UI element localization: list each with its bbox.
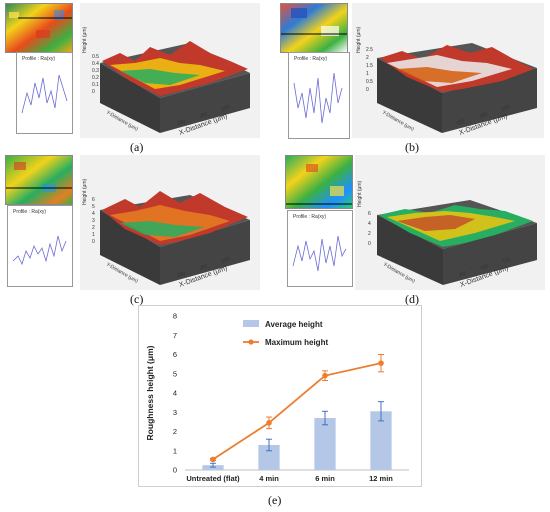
y-tick-label: 8 — [173, 312, 177, 321]
z-tick: 0 — [368, 241, 371, 247]
z-tick: 6 — [368, 211, 371, 217]
line-point — [378, 360, 384, 366]
z-tick: 1 — [92, 232, 95, 238]
3d-surface-plot: Height (μm) 6 4 2 0 350 250 150 X-Distan… — [355, 155, 545, 290]
y-tick-label: 4 — [173, 389, 177, 398]
x-tick: 150 — [501, 104, 511, 113]
line-point — [266, 420, 272, 426]
panel-label: (a) — [130, 140, 144, 154]
z-tick: 0 — [92, 89, 95, 95]
z-tick: 2.5 — [366, 47, 373, 53]
y-tick-label: 3 — [173, 408, 177, 417]
panel-label: (e) — [268, 493, 282, 507]
x-tick-label: 4 min — [259, 474, 279, 483]
x-tick: 250 — [199, 111, 209, 120]
z-tick: 4 — [368, 221, 371, 227]
z-tick: 2 — [366, 55, 369, 61]
panel-label: (b) — [405, 140, 419, 154]
y-tick-label: 1 — [173, 446, 177, 455]
line-maximum-height — [212, 362, 382, 461]
y-tick-label: 6 — [173, 350, 177, 359]
x-tick: 150 — [221, 256, 231, 265]
roughness-chart: 0 1 2 3 4 5 6 7 8 Roughness height (μm) Untreated … — [145, 312, 409, 483]
z-tick: 4 — [92, 211, 95, 217]
profile-title: Profile : Ra(xy) — [294, 56, 327, 62]
panel-label: (c) — [130, 292, 144, 306]
x-tick: 350 — [458, 270, 468, 279]
z-tick: 0.3 — [92, 68, 99, 74]
height-map-thumbnail — [280, 3, 348, 53]
z-tick: 0.5 — [92, 54, 99, 60]
z-tick: 1 — [366, 71, 369, 77]
z-tick: 0 — [366, 87, 369, 93]
z-tick: 0.4 — [92, 61, 99, 67]
legend-swatch-maximum-marker — [248, 339, 254, 345]
z-tick: 0.1 — [92, 82, 99, 88]
x-tick: 250 — [199, 263, 209, 272]
z-tick: 5 — [92, 204, 95, 210]
bar-average-height — [370, 411, 392, 470]
z-tick: 0.5 — [366, 79, 373, 85]
x-tick-label: Untreated (flat) — [186, 474, 240, 483]
z-axis-label: Height (μm) — [82, 178, 88, 205]
z-axis-label: Height (μm) — [356, 26, 362, 53]
z-axis-label: Height (μm) — [357, 180, 363, 207]
x-tick-label: 6 min — [315, 474, 335, 483]
x-tick: 350 — [456, 118, 466, 127]
3d-surface-plot: Height (μm) 6 5 4 3 2 1 0 350 250 150 X-… — [80, 155, 260, 290]
panel-label: (d) — [405, 292, 419, 306]
x-tick: 250 — [480, 263, 490, 272]
z-tick: 3 — [92, 218, 95, 224]
legend-swatch-average — [243, 320, 259, 327]
profile-title: Profile : Ra(xy) — [22, 56, 55, 62]
line-point — [210, 456, 216, 463]
z-tick: 6 — [92, 197, 95, 203]
profile-plot: Profile : Ra(xy) — [288, 52, 350, 139]
profile-title: Profile : Ra(xy) — [293, 214, 326, 220]
x-tick: 250 — [479, 111, 489, 120]
z-axis-label: Height (μm) — [82, 26, 88, 53]
line-point — [322, 372, 328, 379]
x-tick: 150 — [502, 256, 512, 265]
z-tick: 0.2 — [92, 75, 99, 81]
x-tick-label: 12 min — [369, 474, 393, 483]
y-tick-label: 2 — [173, 427, 177, 436]
height-map-thumbnail — [5, 155, 73, 205]
roughness-chart-frame: 0 1 2 3 4 5 6 7 8 Roughness height (μm) Untreated … — [138, 305, 422, 487]
3d-surface-plot: Height (μm) 2.5 2 1.5 1 0.5 0 350 250 15… — [352, 3, 544, 138]
z-tick: 2 — [92, 225, 95, 231]
bar-average-height — [258, 444, 280, 470]
y-tick-label: 5 — [173, 369, 177, 378]
z-tick: 2 — [368, 231, 371, 237]
profile-plot: Profile : Ra(xy) — [16, 52, 73, 134]
y-axis-title: Roughness height (μm) — [145, 345, 155, 440]
bar-average-height — [314, 418, 336, 470]
z-tick: 1.5 — [366, 63, 373, 69]
profile-title: Profile : Ra(xy) — [13, 209, 46, 215]
z-tick: 0 — [92, 239, 95, 245]
height-map-thumbnail — [5, 3, 73, 53]
x-tick: 350 — [177, 118, 187, 127]
profile-plot: Profile : Ra(xy) — [7, 205, 73, 287]
x-tick: 350 — [177, 270, 187, 279]
legend-label-maximum: Maximum height — [265, 338, 328, 347]
profile-plot: Profile : Ra(xy) — [287, 210, 353, 287]
legend-label-average: Average height — [265, 320, 323, 329]
y-tick-label: 7 — [173, 331, 177, 340]
y-tick-label: 0 — [173, 466, 177, 475]
height-map-thumbnail — [285, 155, 353, 209]
3d-surface-plot: Height (μm) 0.5 0.4 0.3 0.2 0.1 0 350 25… — [80, 3, 260, 138]
x-tick: 150 — [221, 104, 231, 113]
